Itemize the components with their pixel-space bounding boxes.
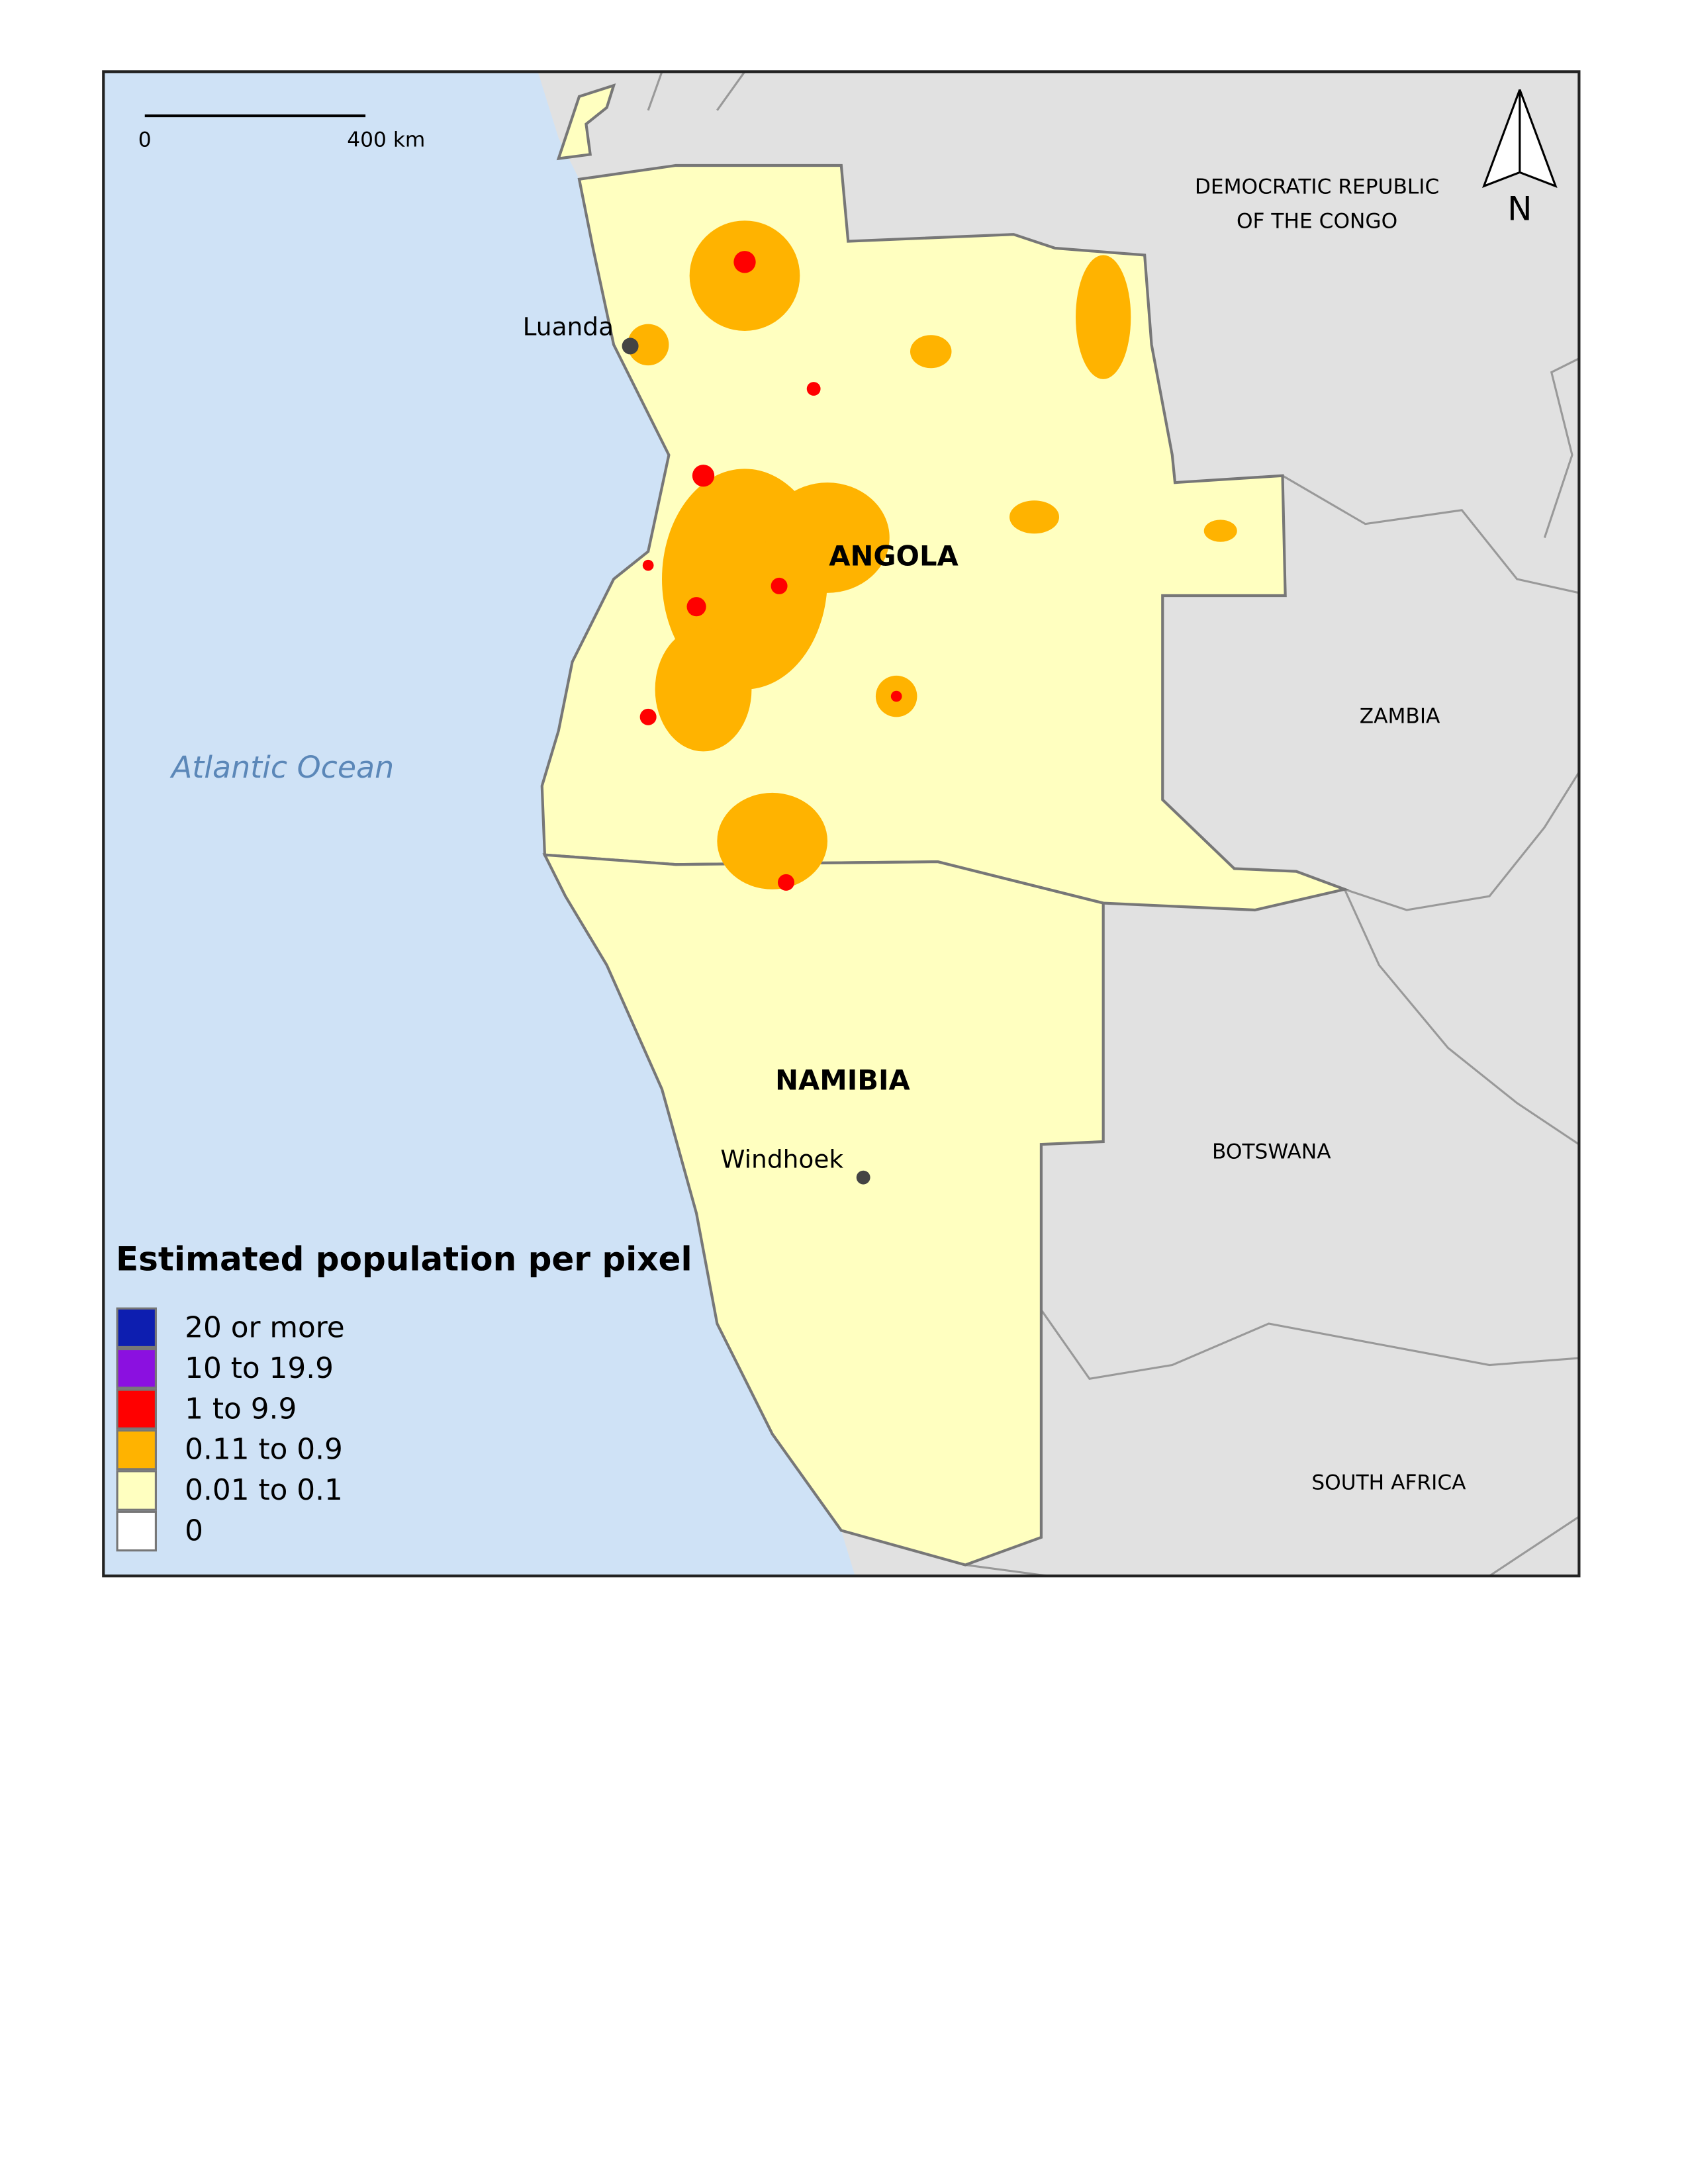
legend-title: Estimated population per pixel [116, 1240, 692, 1279]
country-label: DEMOCRATIC REPUBLIC [1195, 175, 1440, 199]
legend-label: 0 [185, 1514, 203, 1548]
country-label: OF THE CONGO [1237, 209, 1397, 233]
map-frame [102, 70, 1581, 1578]
city-label: Windhoek [720, 1145, 843, 1174]
city-label: Luanda [523, 312, 614, 341]
legend-swatch [116, 1388, 157, 1430]
country-label: ANGOLA [829, 540, 959, 572]
scale-label: 400 km [347, 128, 425, 152]
legend: 20 or more 10 to 19.9 1 to 9.9 0.11 to 0.9 0… [116, 1307, 345, 1552]
legend-label: 1 to 9.9 [185, 1392, 297, 1426]
legend-swatch [116, 1347, 157, 1389]
ocean-label: Atlantic Ocean [169, 749, 394, 785]
legend-swatch [116, 1429, 157, 1471]
city-point [856, 1170, 870, 1185]
country-label: SOUTH AFRICA [1311, 1471, 1466, 1495]
country-label: NAMIBIA [775, 1064, 910, 1096]
country-label: BOTSWANA [1212, 1140, 1331, 1164]
legend-swatch [116, 1470, 157, 1511]
north-arrow [1481, 89, 1558, 188]
legend-swatch [116, 1510, 157, 1552]
neighbor-borders [647, 71, 1580, 1577]
ocean [103, 71, 855, 1576]
urban-areas [639, 251, 902, 891]
legend-label: 20 or more [185, 1310, 345, 1344]
legend-label: 10 to 19.9 [185, 1351, 334, 1385]
city-point [622, 338, 639, 355]
legend-swatch [116, 1307, 157, 1348]
legend-label: 0.11 to 0.9 [185, 1433, 343, 1467]
north-label: N [1507, 189, 1532, 228]
cabinda [556, 83, 616, 161]
namibia [542, 853, 1105, 1567]
legend-label: 0.01 to 0.1 [185, 1473, 343, 1507]
dense-areas [627, 220, 1237, 889]
country-label: ZAMBIA [1360, 704, 1440, 728]
scale-label: 0 [138, 128, 152, 152]
